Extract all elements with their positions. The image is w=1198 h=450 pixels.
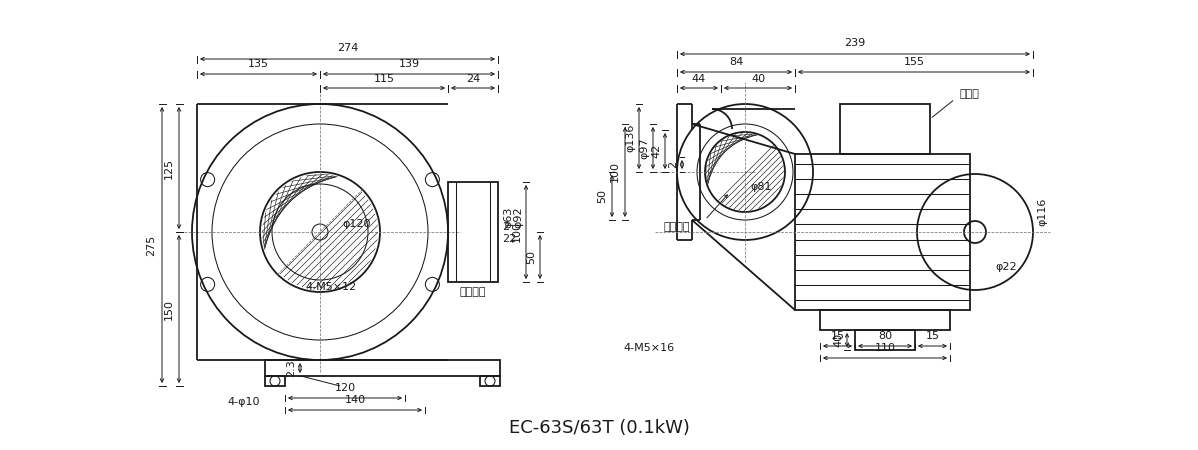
Bar: [795, 154, 970, 310]
Text: 155: 155: [903, 57, 925, 67]
Text: φ63: φ63: [503, 206, 513, 228]
Text: パッキン: パッキン: [664, 222, 690, 232]
Bar: [265, 360, 500, 376]
Text: 125: 125: [164, 158, 174, 179]
Text: 4-M5×12: 4-M5×12: [305, 282, 356, 292]
Text: 140: 140: [345, 395, 365, 405]
Text: 4-φ10: 4-φ10: [228, 397, 260, 407]
Text: 4-M5×16: 4-M5×16: [624, 343, 674, 353]
Text: EC-63S/63T (0.1kW): EC-63S/63T (0.1kW): [509, 419, 689, 437]
Text: φ81: φ81: [750, 182, 772, 192]
Text: 24: 24: [466, 74, 480, 84]
Text: 120: 120: [334, 383, 356, 393]
Bar: [855, 330, 915, 350]
Text: 100: 100: [610, 162, 621, 183]
Text: 110: 110: [875, 343, 895, 353]
Text: 50: 50: [526, 250, 536, 264]
Text: 2.3: 2.3: [286, 359, 296, 377]
Text: φ136: φ136: [625, 124, 635, 152]
Text: 40: 40: [833, 333, 843, 347]
Bar: [819, 310, 950, 330]
Text: φ22: φ22: [996, 262, 1017, 272]
Text: パッキン: パッキン: [460, 287, 486, 297]
Text: 100: 100: [512, 221, 522, 243]
Text: 135: 135: [248, 59, 270, 69]
Text: 150: 150: [164, 298, 174, 320]
Text: 22: 22: [502, 234, 516, 244]
Text: 275: 275: [146, 234, 156, 256]
Text: 15: 15: [830, 331, 845, 341]
Text: 2: 2: [502, 222, 509, 232]
Bar: [480, 376, 500, 386]
Text: 50: 50: [597, 189, 607, 203]
Text: 44: 44: [692, 74, 706, 84]
Text: φ116: φ116: [1037, 198, 1047, 226]
Bar: [840, 104, 930, 154]
Text: φ92: φ92: [513, 206, 524, 228]
Bar: [448, 182, 498, 282]
Text: 115: 115: [374, 74, 394, 84]
Text: 139: 139: [399, 59, 419, 69]
Text: 40: 40: [751, 74, 766, 84]
Text: 端子筱: 端子筱: [960, 89, 980, 99]
Text: 80: 80: [878, 331, 893, 341]
Text: 15: 15: [926, 331, 939, 341]
Text: 84: 84: [728, 57, 743, 67]
Text: φ97: φ97: [639, 137, 649, 159]
Text: 2: 2: [668, 161, 678, 168]
Text: 42: 42: [651, 144, 661, 158]
Text: 239: 239: [845, 38, 866, 48]
Text: φ120: φ120: [341, 219, 370, 229]
Text: 274: 274: [337, 43, 358, 53]
Bar: [265, 376, 285, 386]
